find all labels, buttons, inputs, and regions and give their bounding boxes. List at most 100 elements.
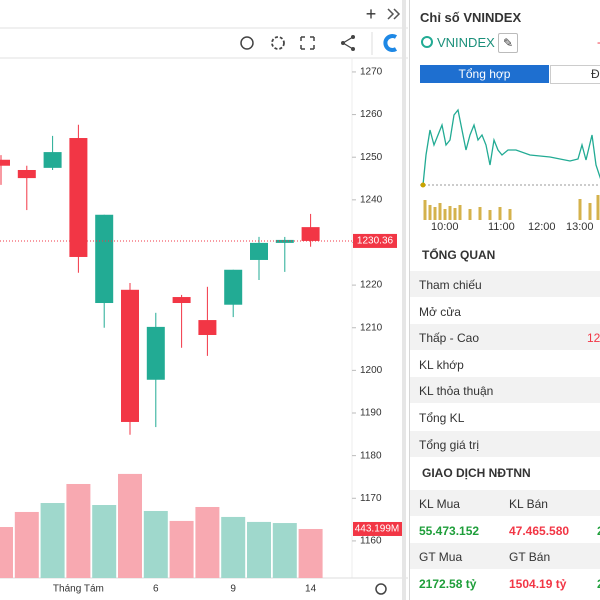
candle-body [172,297,191,304]
settings-button[interactable] [375,583,387,595]
y-tick-label: 1160 [360,536,382,547]
foreign-row [410,490,600,516]
volume-bar [195,506,220,578]
overview-row [410,430,600,457]
change: - [597,35,600,49]
y-tick-label: 1170 [360,493,382,504]
y-tick-label: 1260 [360,109,383,120]
section-title: GIAO DỊCH NĐTNN [422,466,531,480]
y-tick-label: 1180 [360,450,382,461]
foreign-header: KL Mua [419,497,460,511]
row-label: KL khớp [419,357,464,372]
volume-bar [221,516,246,578]
x-tick-label: Tháng Tám [53,584,104,595]
foreign-value: 55.473.152 [419,523,480,538]
foreign-header: KL Bán [509,497,548,511]
foreign-value: 1504.19 tỷ [509,576,567,591]
row-label: KL thỏa thuận [419,384,494,399]
last-volume-box [353,521,402,536]
candle-body [250,242,268,260]
time-label: 10:00 [431,221,459,233]
tab[interactable]: Đ [550,65,600,84]
row-label: Tổng giá trị [419,437,480,452]
y-tick-label: 1190 [360,408,382,419]
volume-bar [66,483,91,578]
candle-body [17,169,36,179]
candle-body [43,152,62,168]
share-dot [351,35,355,39]
volume-bar [40,503,65,578]
candle-body [121,289,139,422]
y-tick-label: 1220 [360,280,383,291]
volume-bar [92,505,117,578]
y-tick-label: 1210 [360,322,383,333]
row-label: Mở cửa [419,304,461,319]
candle-body [198,320,217,335]
candle-body [146,326,165,380]
volume-bar [0,527,13,578]
foreign-value: 2 [597,524,600,538]
volume-bar [247,521,271,578]
zoom-icon[interactable] [240,36,254,50]
y-tick-label: 1270 [360,67,383,78]
overview-row [410,324,600,351]
row-value: 12 [587,331,600,346]
candle-body [69,138,88,257]
foreign-value: 2 [597,577,600,591]
candle-body [0,159,10,166]
last-volume-label: 443.199M [355,524,399,535]
symbol: VNINDEX [437,35,495,50]
row-label: Tổng KL [419,411,465,425]
candle-body [224,269,243,305]
logo[interactable] [383,34,398,52]
panel-title: Chỉ số VNINDEX [420,10,522,25]
info-panel: Chỉ số VNINDEX VNINDEX ✎ - Tổng hợp Đ 10… [409,0,600,600]
y-tick-label: 1250 [360,152,383,163]
settings-icon[interactable] [271,36,285,50]
foreign-value: 2172.58 tỷ [419,576,477,591]
foreign-header: GT Bán [509,550,551,565]
intraday-line [422,108,600,186]
last-price-box [353,233,397,248]
volume-bar [298,528,323,578]
collapse-button[interactable] [387,8,401,20]
time-label: 11:00 [488,221,515,233]
chart: + 11601170118011901200121012201230124012… [0,0,408,600]
intraday-volume [423,195,600,220]
volume-bar [169,520,194,578]
fullscreen-icon[interactable] [300,36,315,50]
foreign-value: 47.465.580 [509,523,570,538]
volume-bar [14,511,39,578]
open-dot [420,182,426,188]
y-tick-label: 1200 [360,365,383,376]
foreign-row [410,543,600,570]
share-dot [341,41,345,45]
x-tick-label: 14 [305,584,317,595]
time-label: 12:00 [528,221,556,233]
candle-body [275,239,294,243]
edit-button[interactable]: ✎ [498,33,518,53]
candle-body [301,227,320,241]
add-button[interactable]: + [366,4,377,24]
share-dot [351,47,355,51]
section-title: TỔNG QUAN [422,248,496,262]
x-tick-label: 9 [230,584,236,595]
x-tick-label: 6 [153,584,159,595]
last-price-label: 1230.36 [357,236,394,247]
row-label: Tham chiếu [419,278,482,292]
volume-bar [143,510,168,578]
intraday-chart [420,108,600,220]
volume-bar [272,523,297,578]
symbol-icon [421,36,433,48]
tab-active[interactable]: Tổng hợp [420,65,549,83]
icon-ring [421,36,433,48]
row-label: Thấp - Cao [419,331,480,346]
time-label: 13:00 [566,221,594,233]
candle-body [95,214,114,304]
overview-row [410,377,600,404]
y-tick-label: 1240 [360,194,383,205]
overview-row [410,271,600,297]
foreign-header: GT Mua [419,550,463,565]
